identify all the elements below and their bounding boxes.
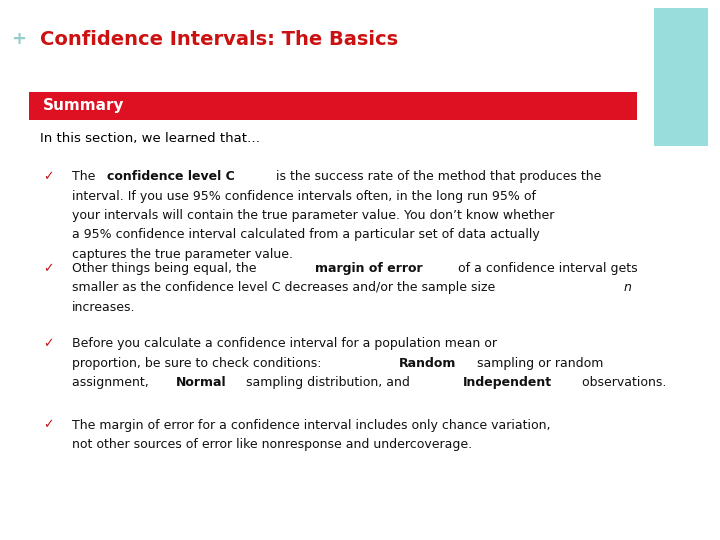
Text: is the success rate of the method that produces the: is the success rate of the method that p… [272, 170, 601, 183]
Text: not other sources of error like nonresponse and undercoverage.: not other sources of error like nonrespo… [72, 438, 472, 451]
Text: ✓: ✓ [43, 418, 54, 431]
Text: interval. If you use 95% confidence intervals often, in the long run 95% of: interval. If you use 95% confidence inte… [72, 190, 536, 202]
Text: ✓: ✓ [43, 338, 54, 350]
Text: ✓: ✓ [43, 170, 54, 183]
Text: Before you calculate a confidence interval for a population mean or: Before you calculate a confidence interv… [72, 338, 497, 350]
Text: Random: Random [399, 357, 456, 370]
Text: Summary: Summary [43, 98, 125, 113]
Text: The margin of error for a confidence interval includes only chance variation,: The margin of error for a confidence int… [72, 418, 551, 431]
Text: sampling or random: sampling or random [473, 357, 603, 370]
Text: Normal: Normal [176, 376, 227, 389]
Text: Independent: Independent [463, 376, 552, 389]
Text: +: + [11, 30, 26, 48]
Text: a 95% confidence interval calculated from a particular set of data actually: a 95% confidence interval calculated fro… [72, 228, 540, 241]
Text: smaller as the confidence level C decreases and/or the sample size: smaller as the confidence level C decrea… [72, 281, 499, 294]
Text: proportion, be sure to check conditions:: proportion, be sure to check conditions: [72, 357, 325, 370]
Text: sampling distribution, and: sampling distribution, and [241, 376, 413, 389]
Text: observations.: observations. [578, 376, 667, 389]
Text: confidence level C: confidence level C [107, 170, 235, 183]
Text: Other things being equal, the: Other things being equal, the [72, 262, 261, 275]
Text: Confidence Intervals: The Basics: Confidence Intervals: The Basics [40, 30, 397, 49]
Text: n: n [624, 281, 631, 294]
Text: captures the true parameter value.: captures the true parameter value. [72, 248, 293, 261]
Text: increases.: increases. [72, 301, 135, 314]
Text: In this section, we learned that…: In this section, we learned that… [40, 132, 260, 145]
Text: of a confidence interval gets: of a confidence interval gets [454, 262, 638, 275]
FancyBboxPatch shape [654, 8, 708, 146]
Text: margin of error: margin of error [315, 262, 423, 275]
Text: your intervals will contain the true parameter value. You don’t know whether: your intervals will contain the true par… [72, 209, 554, 222]
Text: assignment,: assignment, [72, 376, 153, 389]
Text: The: The [72, 170, 99, 183]
FancyBboxPatch shape [29, 92, 637, 120]
Text: ✓: ✓ [43, 262, 54, 275]
